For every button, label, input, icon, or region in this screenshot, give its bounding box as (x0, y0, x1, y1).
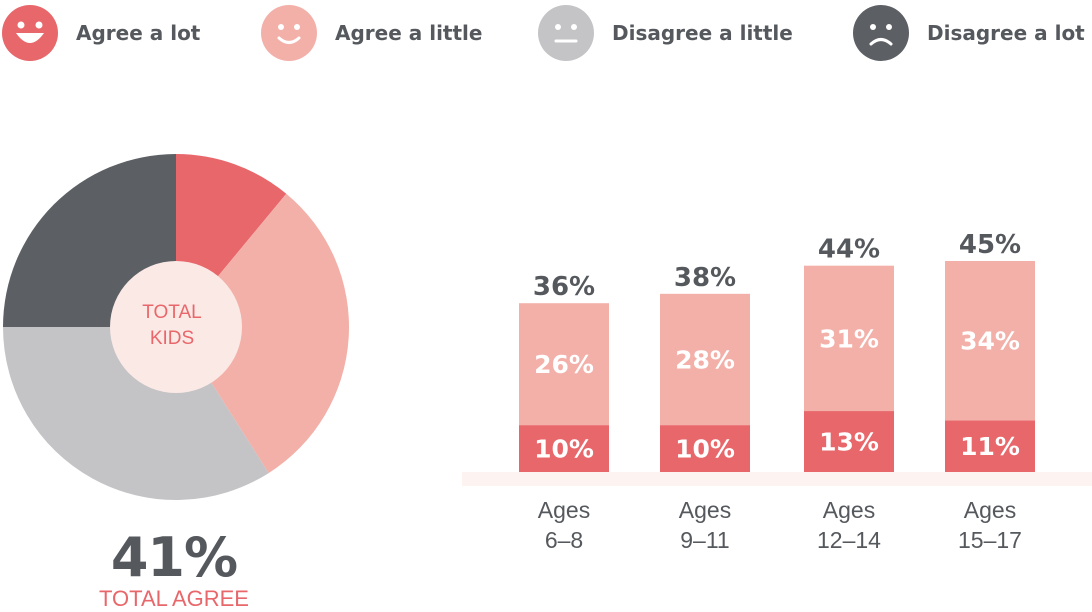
legend-label: Agree a lot (76, 21, 201, 45)
bar-segment-agree-a-little (660, 293, 750, 426)
category-tick-label: 12–14 (817, 527, 881, 553)
frown-icon (853, 5, 909, 61)
category-tick-label: Ages (679, 497, 731, 523)
bar-segment-agree-a-lot (945, 420, 1035, 472)
legend-label: Disagree a little (612, 21, 793, 45)
category-tick-label: Ages (964, 497, 1016, 523)
category-tick-label: 9–11 (680, 527, 729, 553)
bar-value-label: 10% (675, 435, 735, 464)
legend-item-disagree-a-little: Disagree a little (538, 3, 793, 63)
legend-label: Disagree a lot (927, 21, 1085, 45)
pie-center-label-line2: KIDS (149, 328, 195, 349)
bar-value-label: 34% (960, 327, 1020, 356)
bar-value-label: 11% (960, 432, 1020, 461)
total-agree-label: TOTAL AGREE (99, 586, 249, 611)
neutral-face-icon (538, 5, 594, 61)
legend: Agree a lot Agree a little Disagree a li… (0, 0, 1092, 70)
legend-label: Agree a little (335, 21, 483, 45)
total-agree-value: 41% (110, 526, 238, 589)
pie-center-label-line1: TOTAL (142, 302, 202, 323)
bar-value-label: 13% (819, 428, 879, 457)
bar-segment-agree-a-little (804, 265, 894, 412)
pie-slice-agree-a-little (176, 193, 349, 474)
bar-total-label: 38% (674, 263, 736, 293)
pie-center-disc (110, 261, 242, 393)
bar-marks: 10% 26% 36% Ages 6–8 10% 28% 38% Ages 9–11 13% 31% 4… (462, 230, 1092, 553)
bar-total-label: 45% (959, 230, 1021, 260)
legend-item-agree-a-lot: Agree a lot (2, 3, 200, 63)
bar-total-label: 36% (533, 272, 595, 302)
bar-segment-agree-a-lot (804, 411, 894, 472)
bar-segment-agree-a-lot (660, 425, 750, 472)
pie-center-label: TOTAL KIDS (112, 300, 232, 352)
legend-item-agree-a-little: Agree a little (261, 3, 482, 63)
total-kids-pie-chart (3, 154, 349, 500)
bar-total-label: 44% (818, 235, 880, 265)
bar-value-label: 28% (675, 345, 735, 374)
bar-segment-agree-a-little (519, 303, 609, 426)
category-tick-label: Ages (538, 497, 590, 523)
category-tick-label: 6–8 (545, 527, 583, 553)
age-group-bar-chart: 10% 26% 36% Ages 6–8 10% 28% 38% Ages 9–11 13% 31% 4… (462, 230, 1092, 553)
category-tick-label: Ages (823, 497, 875, 523)
bar-segment-agree-a-lot (519, 425, 609, 472)
bar-value-label: 10% (534, 435, 594, 464)
baseline-band (462, 472, 1092, 486)
bar-value-label: 31% (819, 324, 879, 353)
bar-value-label: 26% (534, 350, 594, 379)
smile-icon (261, 5, 317, 61)
legend-item-disagree-a-lot: Disagree a lot (853, 3, 1085, 63)
bar-segment-agree-a-little (945, 261, 1035, 421)
big-smile-icon (2, 5, 58, 61)
category-tick-label: 15–17 (958, 527, 1022, 553)
